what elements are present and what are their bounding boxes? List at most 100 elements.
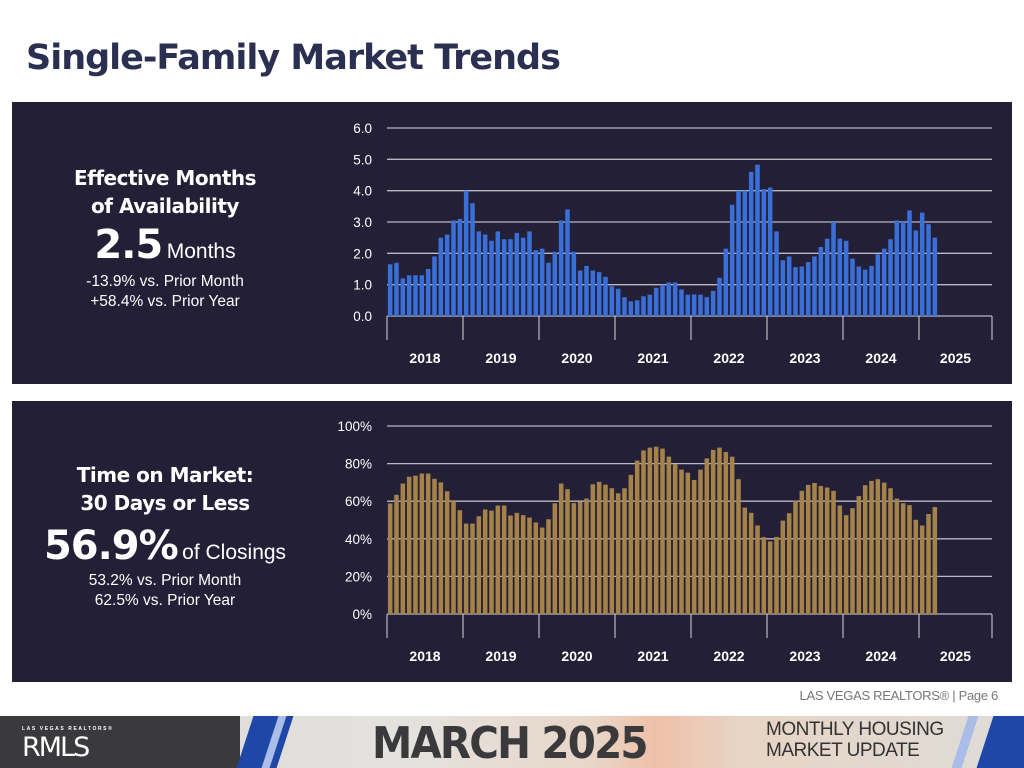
bar (634, 460, 640, 614)
page-footer-note: LAS VEGAS REALTORS® | Page 6 (799, 688, 999, 703)
bar (685, 294, 691, 316)
bar (634, 300, 640, 316)
bar (698, 469, 703, 614)
bar (919, 212, 925, 316)
bar (831, 222, 836, 316)
bar (628, 301, 634, 316)
bar (888, 488, 893, 614)
time-on-market-kpi: Time on Market: 30 Days or Less 56.9% of… (12, 461, 318, 611)
kpi-vs-year: 62.5% vs. Prior Year (94, 592, 236, 609)
banner-slash (949, 716, 981, 768)
bar (824, 487, 830, 614)
x-year-label: 2022 (713, 648, 744, 664)
x-year-label: 2024 (865, 350, 896, 366)
bar (425, 269, 431, 316)
report-month: MARCH 2025 (372, 718, 649, 768)
bar (894, 220, 900, 316)
bar (451, 501, 456, 614)
bar (660, 284, 665, 316)
bar (501, 239, 507, 316)
bar (603, 484, 608, 614)
bar (394, 494, 399, 614)
bar (457, 510, 463, 614)
bar (546, 519, 551, 614)
bar (489, 510, 494, 614)
bar (767, 541, 773, 614)
bar (628, 474, 634, 614)
banner-logo-area (0, 716, 240, 768)
bar (609, 286, 615, 316)
bar (476, 516, 482, 614)
kpi-heading: 30 Days or Less (80, 491, 250, 515)
bar (742, 190, 748, 316)
bar (558, 483, 564, 614)
bar (539, 527, 545, 614)
kpi-vs-year: +58.4% vs. Prior Year (90, 293, 240, 310)
y-tick-label: 40% (345, 532, 372, 547)
bar (704, 458, 710, 614)
bar (672, 463, 678, 614)
bar (710, 290, 716, 316)
bar (596, 272, 602, 316)
bar (584, 498, 589, 614)
bar (457, 218, 463, 316)
x-year-label: 2019 (485, 350, 516, 366)
kpi-unit: Months (166, 240, 236, 263)
bar (729, 204, 735, 316)
bar (584, 265, 589, 316)
time-on-market-panel: Time on Market: 30 Days or Less 56.9% of… (12, 401, 1012, 682)
bar (539, 248, 545, 316)
bar (812, 256, 817, 316)
months-availability-kpi: Effective Months of Availability 2.5 Mon… (12, 164, 318, 312)
bar (786, 256, 792, 316)
bar (647, 447, 653, 614)
bar (413, 275, 418, 316)
bar (888, 239, 893, 316)
bar (577, 270, 583, 316)
y-tick-label: 4.0 (353, 184, 372, 199)
bar (704, 297, 710, 316)
bar (571, 251, 577, 316)
bar (786, 513, 792, 614)
bar (508, 515, 513, 614)
y-tick-label: 60% (345, 494, 372, 509)
bar (495, 505, 501, 614)
bar (907, 210, 912, 316)
bar (552, 503, 558, 614)
months-availability-chart: 0.0 1.0 2.0 3.0 4.0 5.0 6.0 2018 2019 2020 2021 202… (353, 121, 993, 366)
y-tick-label: 2.0 (353, 246, 372, 261)
logo-text: LAS VEGAS REALTORS® (22, 726, 114, 732)
bar (527, 231, 532, 316)
bar (419, 473, 425, 614)
bar (856, 266, 862, 316)
bar (406, 476, 412, 614)
y-tick-label: 3.0 (353, 215, 372, 230)
bar (850, 258, 855, 316)
bar (723, 248, 729, 316)
page-title: Single-Family Market Trends (26, 38, 561, 78)
bar (482, 234, 488, 316)
y-tick-label: 0.0 (353, 309, 372, 324)
x-year-label: 2018 (409, 350, 440, 366)
bar (710, 449, 716, 614)
bar (641, 296, 646, 316)
banner-slash (974, 716, 1024, 768)
bar (679, 469, 684, 614)
bar (843, 240, 849, 316)
bar (818, 247, 824, 316)
bar (590, 270, 596, 316)
x-year-label: 2021 (637, 350, 668, 366)
bar (514, 232, 520, 316)
bar (394, 262, 399, 316)
bar (805, 484, 811, 614)
kpi-unit: of Closings (182, 541, 287, 564)
bar (660, 448, 665, 614)
x-year-label: 2023 (789, 350, 820, 366)
bar (736, 190, 741, 316)
bar (717, 277, 722, 316)
kpi-heading: of Availability (91, 194, 239, 218)
kpi-heading: Effective Months (73, 166, 257, 190)
bar (476, 231, 482, 316)
bar (831, 490, 836, 614)
bar (837, 505, 843, 614)
